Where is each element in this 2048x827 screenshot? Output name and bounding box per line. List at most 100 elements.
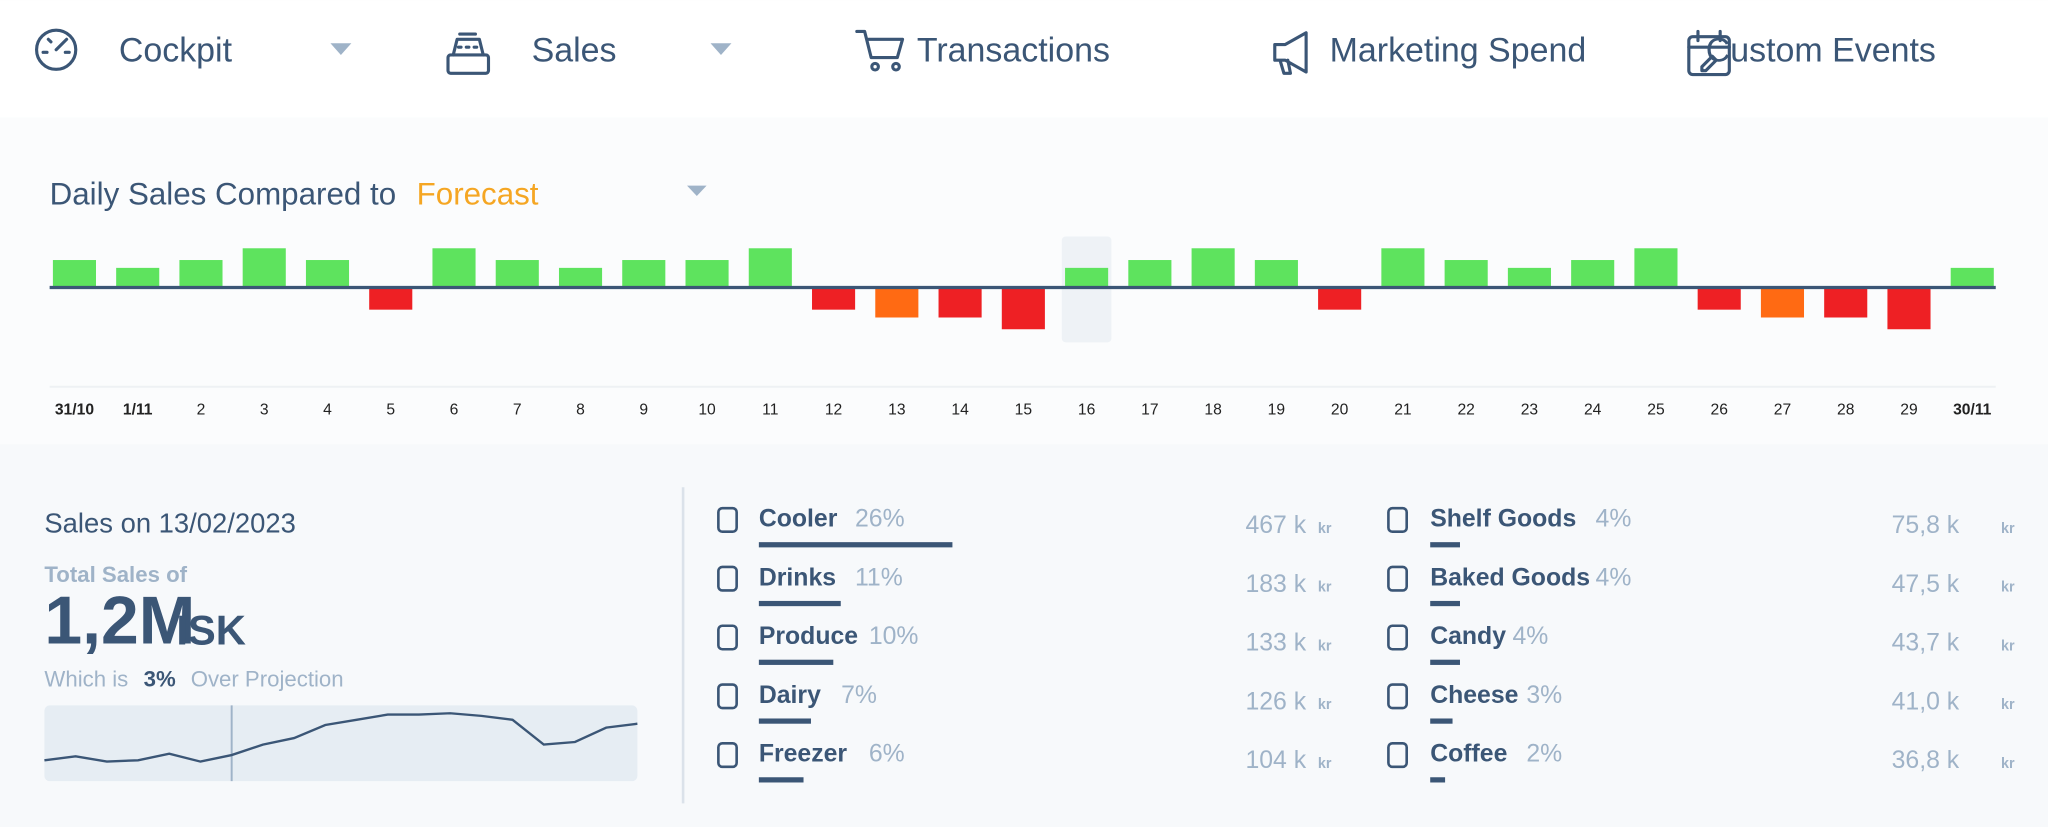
bar[interactable] [242, 248, 286, 288]
bar[interactable] [748, 248, 792, 288]
x-tick-label: 31/10 [55, 401, 94, 418]
nav-item[interactable]: Marketing Spend [1330, 31, 1587, 69]
bar[interactable] [1760, 287, 1805, 318]
x-tick-label: 4 [323, 401, 332, 418]
segment-name[interactable]: Cooler [759, 505, 838, 532]
segment-share: 4% [1512, 623, 1548, 650]
bar[interactable] [1254, 260, 1298, 288]
nav-item[interactable]: Custom Events [1706, 31, 1936, 69]
share-bar [758, 718, 811, 724]
bar[interactable] [1065, 267, 1109, 288]
bar[interactable] [1191, 248, 1235, 288]
segment-amount: 133 k [1245, 630, 1306, 657]
segment-name[interactable]: Produce [759, 623, 858, 650]
bar[interactable] [495, 260, 539, 288]
segment-amount: 41,0 k [1892, 688, 1960, 715]
x-tick-label: 21 [1394, 401, 1411, 418]
share-bar [1430, 542, 1460, 548]
share-bar [758, 777, 804, 783]
share-bar [758, 600, 841, 607]
segment-name[interactable]: Cheese [1430, 682, 1518, 709]
currency: kr [1318, 521, 1332, 537]
segment-name[interactable]: Coffee [1430, 741, 1507, 768]
bar[interactable] [1128, 260, 1172, 288]
segment-share: 11% [855, 564, 903, 591]
bar[interactable] [1381, 248, 1425, 288]
segment-icon [1387, 624, 1408, 651]
segment-name[interactable]: Dairy [759, 682, 821, 709]
share-bar [758, 659, 834, 665]
bar[interactable] [1571, 260, 1615, 288]
share-bar [1430, 659, 1460, 665]
segment-icon [717, 624, 738, 651]
segment-share: 4% [1596, 564, 1632, 591]
sales-heading: Sales on 13/02/2023 [44, 507, 295, 538]
currency: kr [2001, 580, 2015, 596]
nav-dropdown[interactable] [710, 43, 732, 55]
nav-item[interactable]: Sales [532, 31, 617, 69]
x-tick-label: 18 [1204, 401, 1222, 418]
calendar-icon [1687, 29, 1731, 77]
x-tick-label: 30/11 [1953, 401, 1992, 418]
bar[interactable] [1507, 267, 1551, 288]
nav-bar [0, 0, 2048, 118]
bar[interactable] [305, 260, 350, 288]
dropdown-arrow[interactable] [687, 185, 707, 197]
bar[interactable] [1824, 287, 1868, 318]
segment-share: 3% [1526, 682, 1562, 709]
segment-amount: 183 k [1245, 571, 1306, 598]
x-tick-label: 25 [1647, 401, 1665, 418]
x-tick-label: 12 [825, 401, 842, 418]
chart-title-highlight[interactable]: Forecast [417, 176, 539, 211]
bar[interactable] [369, 287, 413, 310]
bar[interactable] [1634, 248, 1678, 288]
cart-icon [855, 29, 905, 72]
bar[interactable] [1444, 260, 1488, 288]
projection: 3% [144, 666, 176, 691]
nav-item[interactable]: Transactions [917, 31, 1110, 69]
segment-icon [1387, 506, 1408, 534]
bar[interactable] [622, 260, 666, 288]
segment-name[interactable]: Baked Goods [1430, 564, 1590, 591]
x-tick-label: 24 [1584, 401, 1602, 418]
bar[interactable] [938, 287, 982, 318]
bar[interactable] [1887, 287, 1931, 330]
nav-dropdown[interactable] [330, 43, 352, 55]
x-tick-label: 11 [762, 401, 778, 418]
bar[interactable] [432, 248, 476, 288]
nav-item[interactable]: Cockpit [119, 31, 233, 69]
x-tick-label: 19 [1268, 401, 1285, 418]
bar[interactable] [875, 287, 919, 318]
currency: kr [2001, 756, 2015, 772]
bar[interactable] [179, 260, 223, 288]
x-tick-label: 16 [1078, 401, 1096, 418]
segment-share: 26% [855, 505, 905, 532]
bar[interactable] [812, 287, 856, 310]
bar[interactable] [116, 267, 160, 288]
segment-name[interactable]: Freezer [759, 741, 848, 768]
segment-name[interactable]: Shelf Goods [1430, 505, 1576, 532]
share-bar [1430, 600, 1460, 607]
bar[interactable] [1318, 287, 1362, 310]
bar[interactable] [1001, 287, 1045, 330]
segment-name[interactable]: Drinks [759, 564, 836, 591]
bar[interactable] [1697, 287, 1741, 310]
x-tick-label: 26 [1710, 401, 1728, 418]
segment-share: 2% [1526, 741, 1562, 768]
bar[interactable] [1950, 267, 1994, 288]
segment-name[interactable]: Candy [1430, 623, 1506, 650]
segment-amount: 43,7 k [1892, 630, 1960, 657]
x-tick-label: 13 [888, 401, 906, 418]
currency: kr [2001, 638, 2015, 654]
segment-amount: 75,8 k [1892, 512, 1960, 539]
total-value: 1,2M [44, 584, 195, 659]
x-tick-label: 29 [1900, 401, 1917, 418]
bar[interactable] [685, 260, 729, 288]
bar[interactable] [558, 267, 603, 288]
megaphone-icon [1273, 31, 1308, 75]
x-tick-label: 6 [450, 401, 459, 418]
which-is: Which is [44, 666, 128, 691]
bar[interactable] [52, 260, 96, 288]
segment-amount: 47,5 k [1892, 571, 1960, 598]
